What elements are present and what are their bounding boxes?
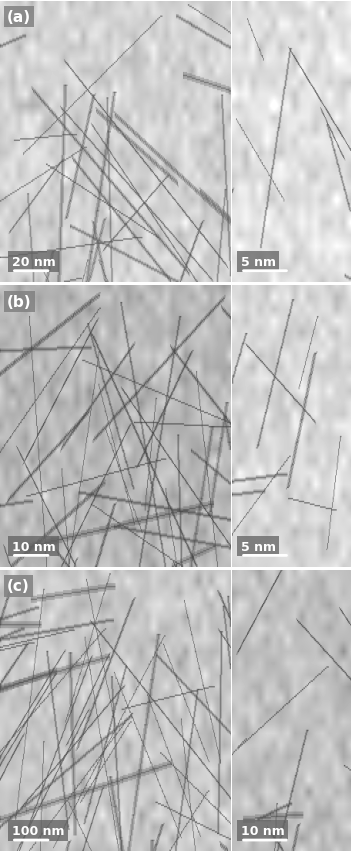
Text: 10 nm: 10 nm — [241, 824, 284, 838]
Text: (a): (a) — [7, 10, 31, 25]
Text: (b): (b) — [7, 294, 32, 310]
Text: (c): (c) — [7, 579, 30, 594]
Text: 10 nm: 10 nm — [12, 540, 55, 553]
Text: 100 nm: 100 nm — [12, 824, 64, 838]
Text: 20 nm: 20 nm — [12, 256, 55, 269]
Text: 5 nm: 5 nm — [241, 256, 276, 269]
Text: 5 nm: 5 nm — [241, 540, 276, 553]
